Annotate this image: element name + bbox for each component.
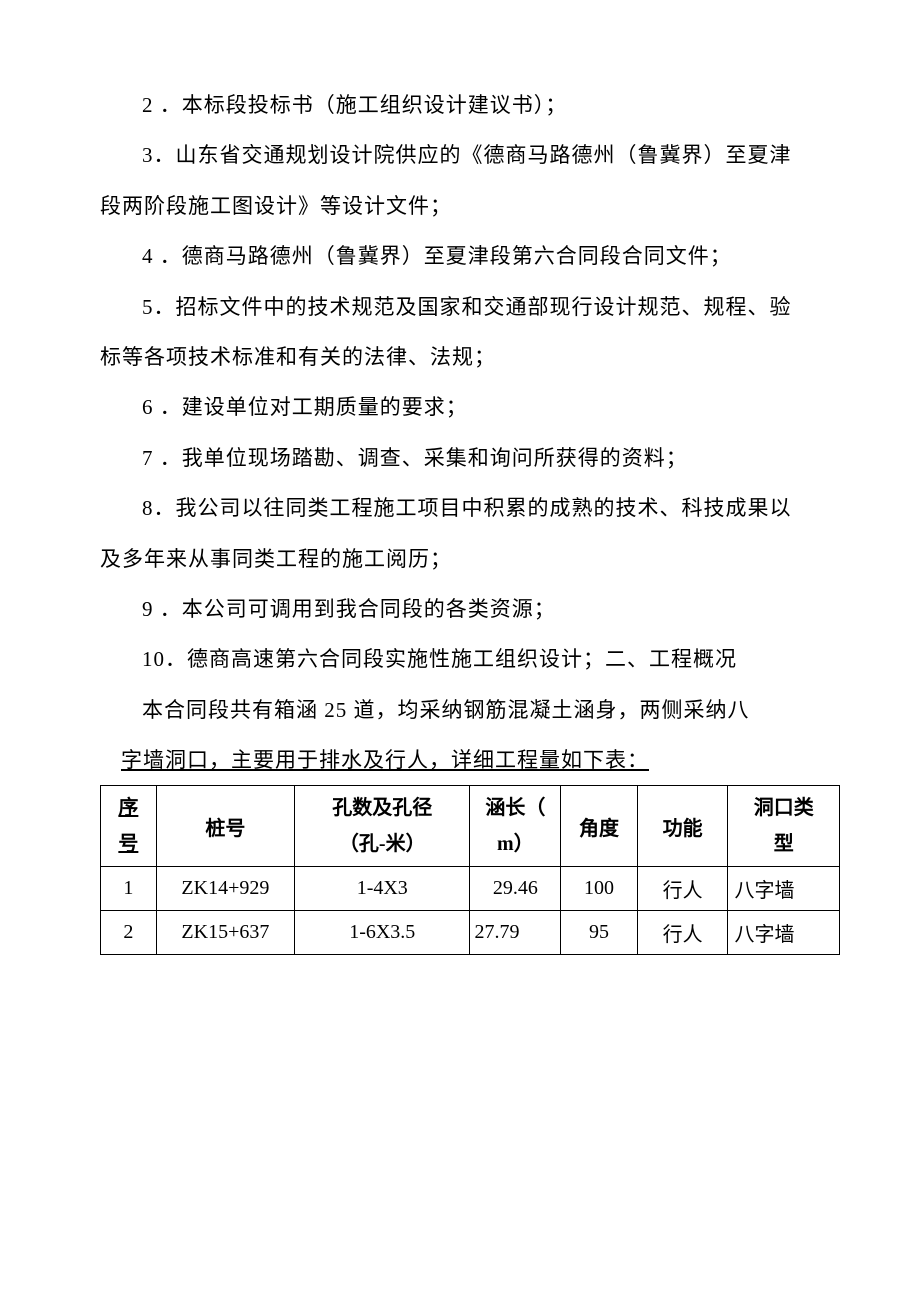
header-angle: 角度 — [561, 786, 637, 867]
table-row: 2 ZK15+637 1-6X3.5 27.79 95 行人 八字墙 — [101, 911, 840, 955]
document-page: 2 ．本标段投标书（施工组织设计建议书）； 3．山东省交通规划设计院供应的《德商… — [0, 0, 920, 1055]
cell-seq: 1 — [101, 867, 157, 911]
header-seq: 序 号 — [101, 786, 157, 867]
cell-pile: ZK15+637 — [156, 911, 294, 955]
cell-hole: 1-4X3 — [295, 867, 470, 911]
paragraph-8b: 及多年来从事同类工程的施工阅历； — [100, 534, 820, 584]
header-hole: 孔数及孔径 （孔-米） — [295, 786, 470, 867]
header-len-line1: 涵长（ — [485, 797, 545, 819]
paragraph-11a: 本合同段共有箱涵 25 道，均采纳钢筋混凝土涵身，两侧采纳八 — [100, 685, 820, 735]
paragraph-3a: 3．山东省交通规划设计院供应的《德商马路德州（鲁冀界）至夏津 — [100, 130, 820, 180]
table-header-row: 序 号 桩号 孔数及孔径 （孔-米） 涵长（ m） 角度 功能 洞口类 型 — [101, 786, 840, 867]
paragraph-6: 6 ．建设单位对工期质量的要求； — [100, 382, 820, 432]
cell-seq: 2 — [101, 911, 157, 955]
table-row: 1 ZK14+929 1-4X3 29.46 100 行人 八字墙 — [101, 867, 840, 911]
cell-type: 八字墙 — [728, 911, 840, 955]
header-type: 洞口类 型 — [728, 786, 840, 867]
paragraph-7: 7 ．我单位现场踏勘、调查、采集和询问所获得的资料； — [100, 433, 820, 483]
cell-func: 行人 — [637, 867, 728, 911]
header-len-line2: m） — [497, 833, 534, 855]
paragraph-5a: 5．招标文件中的技术规范及国家和交通部现行设计规范、规程、验 — [100, 282, 820, 332]
header-func: 功能 — [637, 786, 728, 867]
paragraph-3b: 段两阶段施工图设计》等设计文件； — [100, 181, 820, 231]
paragraph-11b: 字墙洞口，主要用于排水及行人，详细工程量如下表： — [100, 735, 820, 785]
paragraph-9: 9 ．本公司可调用到我合同段的各类资源； — [100, 584, 820, 634]
cell-len: 27.79 — [470, 911, 561, 955]
header-type-line1: 洞口类 — [754, 797, 814, 819]
paragraph-8a: 8．我公司以往同类工程施工项目中积累的成熟的技术、科技成果以 — [100, 483, 820, 533]
cell-func: 行人 — [637, 911, 728, 955]
cell-angle: 100 — [561, 867, 637, 911]
header-seq-line1: 序 — [118, 797, 138, 819]
header-hole-line1: 孔数及孔径 — [332, 797, 432, 819]
underline-text: 字墙洞口，主要用于排水及行人，详细工程量如下表： — [121, 748, 649, 772]
cell-pile: ZK14+929 — [156, 867, 294, 911]
header-pile: 桩号 — [156, 786, 294, 867]
paragraph-2: 2 ．本标段投标书（施工组织设计建议书）； — [100, 80, 820, 130]
engineering-table: 序 号 桩号 孔数及孔径 （孔-米） 涵长（ m） 角度 功能 洞口类 型 1 … — [100, 785, 840, 955]
paragraph-5b: 标等各项技术标准和有关的法律、法规； — [100, 332, 820, 382]
header-len: 涵长（ m） — [470, 786, 561, 867]
cell-hole: 1-6X3.5 — [295, 911, 470, 955]
header-type-line2: 型 — [774, 833, 794, 855]
header-hole-line2: （孔-米） — [339, 833, 426, 855]
cell-type: 八字墙 — [728, 867, 840, 911]
header-seq-line2: 号 — [118, 833, 138, 855]
cell-angle: 95 — [561, 911, 637, 955]
cell-len: 29.46 — [470, 867, 561, 911]
paragraph-10: 10．德商高速第六合同段实施性施工组织设计；二、工程概况 — [100, 634, 820, 684]
paragraph-4: 4 ．德商马路德州（鲁冀界）至夏津段第六合同段合同文件； — [100, 231, 820, 281]
